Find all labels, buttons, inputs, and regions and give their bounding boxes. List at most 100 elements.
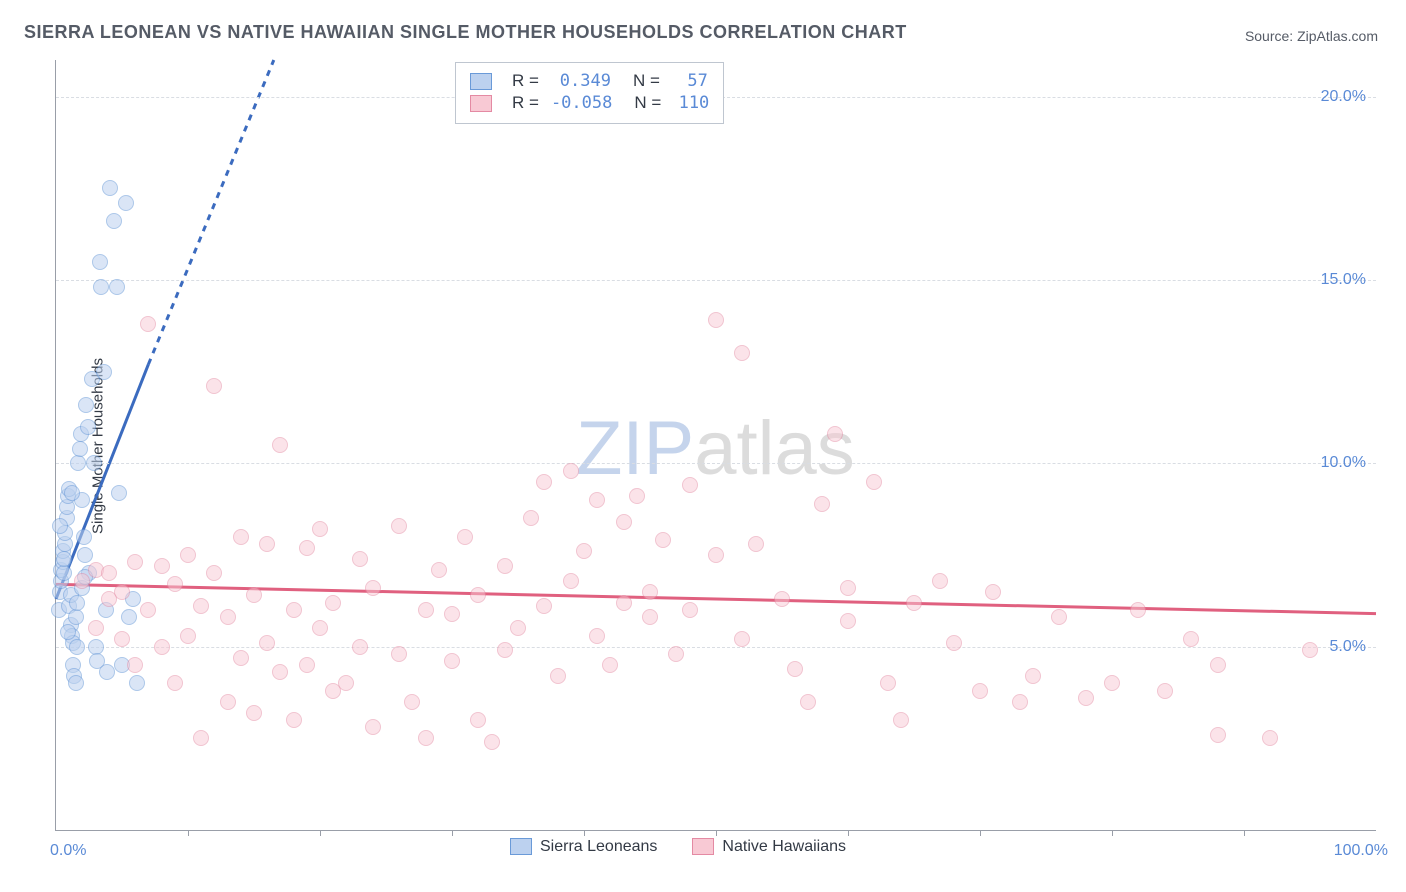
data-point	[734, 631, 750, 647]
grid-line	[56, 280, 1376, 281]
stats-row: R = -0.058 N = 110	[470, 93, 709, 113]
data-point	[682, 602, 698, 618]
data-point	[206, 565, 222, 581]
stats-row: R =0.349N =57	[470, 71, 709, 91]
data-point	[92, 254, 108, 270]
data-point	[682, 477, 698, 493]
data-point	[86, 455, 102, 471]
legend-swatch	[470, 73, 492, 90]
data-point	[96, 364, 112, 380]
stat-n-label: N =	[634, 93, 661, 113]
data-point	[484, 734, 500, 750]
stat-r-label: R =	[512, 93, 539, 113]
data-point	[497, 558, 513, 574]
data-point	[312, 620, 328, 636]
data-point	[69, 595, 85, 611]
stat-r-value: -0.058	[551, 93, 612, 113]
data-point	[510, 620, 526, 636]
data-point	[272, 437, 288, 453]
data-point	[56, 565, 72, 581]
data-point	[431, 562, 447, 578]
data-point	[286, 712, 302, 728]
data-point	[866, 474, 882, 490]
data-point	[154, 639, 170, 655]
data-point	[444, 653, 460, 669]
data-point	[444, 606, 460, 622]
data-point	[154, 558, 170, 574]
watermark: ZIPatlas	[576, 405, 855, 492]
data-point	[1025, 668, 1041, 684]
legend-item: Native Hawaiians	[692, 838, 846, 856]
data-point	[352, 551, 368, 567]
data-point	[418, 602, 434, 618]
data-point	[470, 587, 486, 603]
data-point	[68, 609, 84, 625]
data-point	[78, 397, 94, 413]
y-tick-label: 5.0%	[1330, 638, 1366, 656]
data-point	[668, 646, 684, 662]
data-point	[193, 730, 209, 746]
data-point	[470, 712, 486, 728]
data-point	[233, 650, 249, 666]
data-point	[880, 675, 896, 691]
stats-legend: R =0.349N =57R = -0.058 N = 110	[455, 62, 724, 124]
y-tick-label: 20.0%	[1321, 88, 1366, 106]
y-tick-label: 10.0%	[1321, 454, 1366, 472]
data-point	[121, 609, 137, 625]
data-point	[1104, 675, 1120, 691]
data-point	[616, 514, 632, 530]
data-point	[167, 576, 183, 592]
data-point	[642, 609, 658, 625]
stat-r-label: R =	[512, 71, 539, 91]
data-point	[140, 602, 156, 618]
data-point	[220, 694, 236, 710]
data-point	[99, 664, 115, 680]
data-point	[64, 485, 80, 501]
data-point	[76, 529, 92, 545]
legend-item: Sierra Leoneans	[510, 838, 657, 856]
y-tick-label: 15.0%	[1321, 271, 1366, 289]
data-point	[708, 547, 724, 563]
data-point	[52, 518, 68, 534]
series-legend: Sierra Leoneans Native Hawaiians	[510, 838, 846, 856]
data-point	[946, 635, 962, 651]
data-point	[246, 705, 262, 721]
data-point	[259, 635, 275, 651]
data-point	[109, 279, 125, 295]
data-point	[391, 518, 407, 534]
data-point	[1078, 690, 1094, 706]
data-point	[774, 591, 790, 607]
data-point	[1302, 642, 1318, 658]
data-point	[127, 554, 143, 570]
data-point	[80, 419, 96, 435]
trend-line	[148, 60, 273, 364]
stat-n-value: 110	[673, 93, 709, 113]
data-point	[497, 642, 513, 658]
data-point	[93, 279, 109, 295]
data-point	[167, 675, 183, 691]
data-point	[972, 683, 988, 699]
data-point	[589, 628, 605, 644]
data-point	[299, 657, 315, 673]
data-point	[840, 580, 856, 596]
data-point	[88, 639, 104, 655]
data-point	[1051, 609, 1067, 625]
data-point	[734, 345, 750, 361]
data-point	[180, 547, 196, 563]
x-axis-max-label: 100.0%	[1334, 842, 1388, 860]
legend-label: Sierra Leoneans	[540, 838, 657, 855]
data-point	[655, 532, 671, 548]
data-point	[312, 521, 328, 537]
data-point	[1210, 727, 1226, 743]
data-point	[418, 730, 434, 746]
data-point	[129, 675, 145, 691]
data-point	[523, 510, 539, 526]
x-tick	[848, 830, 849, 836]
x-tick	[320, 830, 321, 836]
data-point	[1183, 631, 1199, 647]
data-point	[233, 529, 249, 545]
data-point	[814, 496, 830, 512]
data-point	[1262, 730, 1278, 746]
data-point	[88, 620, 104, 636]
x-axis-min-label: 0.0%	[50, 842, 86, 860]
